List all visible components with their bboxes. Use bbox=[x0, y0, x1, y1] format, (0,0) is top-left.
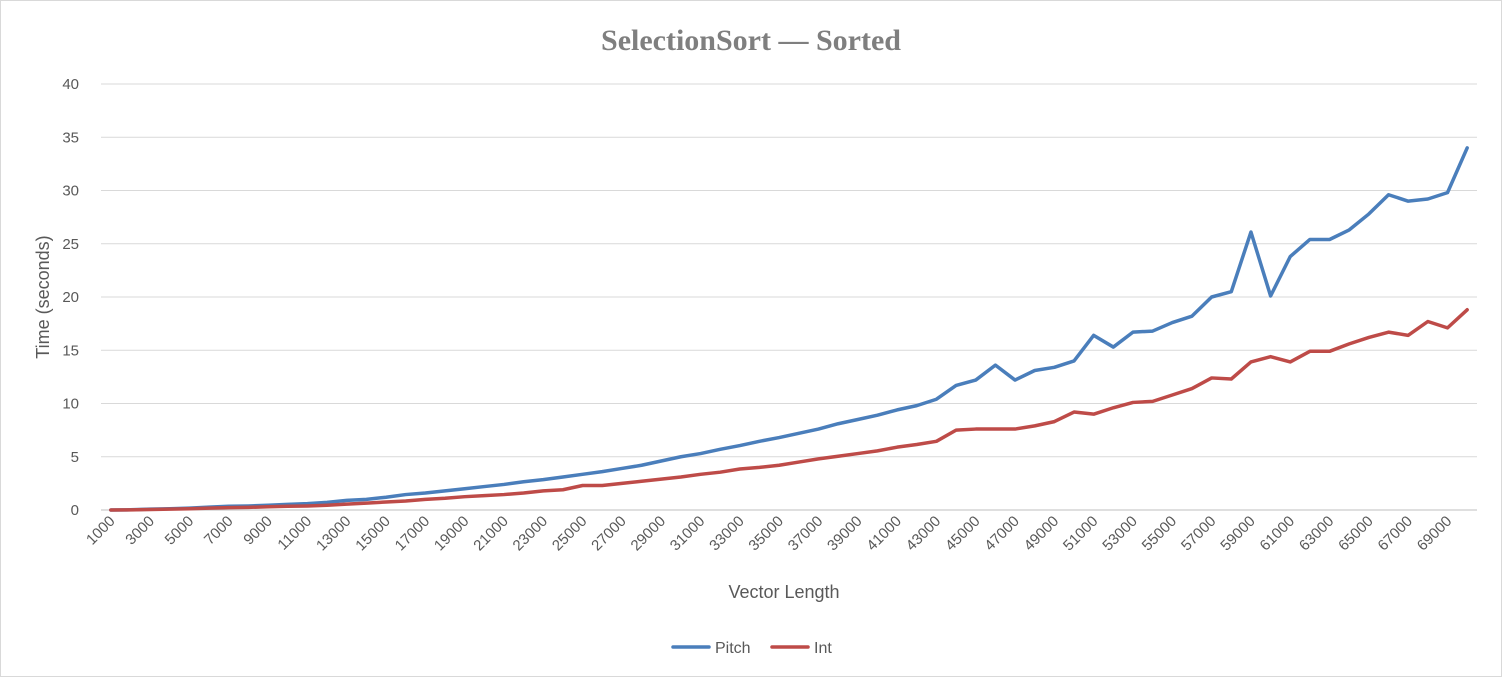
x-tick-label: 9000 bbox=[240, 513, 276, 549]
y-tick-label: 5 bbox=[71, 449, 79, 466]
y-tick-label: 25 bbox=[62, 236, 79, 253]
x-tick-label: 11000 bbox=[274, 513, 315, 554]
x-tick-label: 1000 bbox=[83, 513, 119, 549]
x-tick-label: 37000 bbox=[785, 513, 827, 555]
gridlines bbox=[101, 83, 1477, 511]
x-tick-label: 13000 bbox=[313, 513, 355, 555]
x-tick-label: 67000 bbox=[1375, 513, 1417, 555]
x-tick-label: 29000 bbox=[628, 513, 670, 555]
y-axis-title: Time (seconds) bbox=[33, 235, 53, 358]
chart-title: SelectionSort — Sorted bbox=[601, 24, 901, 57]
x-tick-label: 3000 bbox=[122, 513, 158, 549]
x-tick-label: 19000 bbox=[431, 513, 473, 555]
x-tick-label: 53000 bbox=[1099, 513, 1141, 555]
x-tick-label: 63000 bbox=[1296, 513, 1338, 555]
x-tick-label: 43000 bbox=[903, 513, 945, 555]
y-tick-label: 10 bbox=[62, 396, 79, 413]
x-tick-label: 41000 bbox=[863, 513, 905, 555]
x-tick-label: 65000 bbox=[1335, 513, 1377, 555]
series-line-int bbox=[109, 308, 1469, 512]
y-tick-label: 0 bbox=[71, 502, 79, 519]
y-tick-label: 15 bbox=[62, 342, 79, 359]
series-lines bbox=[109, 146, 1469, 512]
x-tick-label: 15000 bbox=[352, 513, 394, 555]
x-tick-label: 21000 bbox=[470, 513, 512, 555]
x-tick-label: 47000 bbox=[981, 513, 1023, 555]
y-tick-label: 35 bbox=[62, 129, 79, 146]
x-tick-label: 55000 bbox=[1139, 513, 1181, 555]
x-axis-title: Vector Length bbox=[728, 582, 839, 602]
x-tick-label: 35000 bbox=[745, 513, 787, 555]
x-tick-label: 69000 bbox=[1414, 513, 1456, 555]
x-tick-label: 45000 bbox=[942, 513, 984, 555]
x-tick-label: 39000 bbox=[824, 513, 866, 555]
series-line-pitch bbox=[109, 146, 1469, 512]
x-tick-label: 31000 bbox=[667, 513, 709, 555]
x-axis-ticks: 1000 3000 5000 7000 900011000130001500017000… bbox=[83, 513, 1455, 555]
legend-label-int: Int bbox=[814, 640, 832, 657]
x-tick-label: 27000 bbox=[588, 513, 630, 555]
x-tick-label: 7000 bbox=[201, 513, 237, 549]
x-tick-label: 61000 bbox=[1257, 513, 1299, 555]
y-axis-ticks: 0 5 10 15 20 25 30 35 40 bbox=[62, 76, 79, 519]
legend-label-pitch: Pitch bbox=[715, 640, 751, 657]
x-tick-label: 59000 bbox=[1217, 513, 1259, 555]
y-tick-label: 20 bbox=[62, 289, 79, 306]
x-tick-label: 25000 bbox=[549, 513, 591, 555]
x-tick-label: 57000 bbox=[1178, 513, 1220, 555]
y-tick-label: 30 bbox=[62, 183, 79, 200]
legend: Pitch Int bbox=[671, 640, 832, 657]
x-tick-label: 17000 bbox=[392, 513, 434, 555]
x-tick-label: 49000 bbox=[1021, 513, 1063, 555]
x-tick-label: 5000 bbox=[162, 513, 198, 549]
x-tick-label: 51000 bbox=[1060, 513, 1102, 555]
x-tick-label: 33000 bbox=[706, 513, 748, 555]
x-tick-label: 23000 bbox=[510, 513, 552, 555]
y-tick-label: 40 bbox=[62, 76, 79, 93]
